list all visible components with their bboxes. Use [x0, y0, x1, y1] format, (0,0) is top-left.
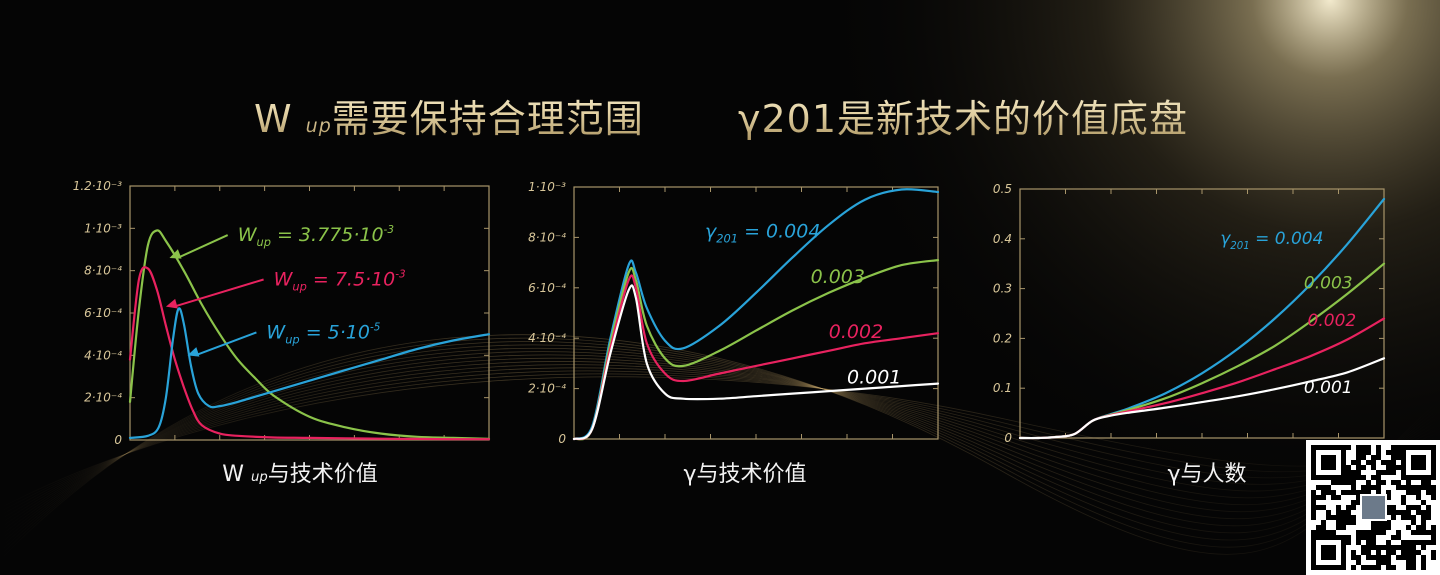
chart-1-ytick-label: 0: [114, 433, 122, 447]
chart-3-series-4-label: 0.001: [1304, 378, 1353, 398]
chart-2-ytick-label: 1·10⁻³: [528, 180, 566, 194]
chart-3-series-4-line: [1018, 357, 1386, 440]
chart-1-ytick-label: 8·10⁻⁴: [84, 264, 122, 278]
chart-2-series-2-line: [572, 259, 940, 441]
chart-1-series-1-line: [128, 229, 491, 440]
chart-2-ytick-label: 0: [558, 432, 566, 446]
chart-1-series-2-line: [128, 266, 491, 441]
chart2-caption: γ与技术价值: [683, 462, 807, 487]
chart-3-ytick-label: 0.5: [993, 182, 1012, 196]
qr-code: [1306, 440, 1440, 575]
chart-1-series-3-arrowhead: [187, 347, 200, 357]
chart-2-series-3-label: 0.002: [829, 321, 883, 343]
chart-1-series-2-label: Wup = 7.5·10-3: [274, 268, 406, 293]
chart-2-series-1-label: γ201 = 0.004: [705, 220, 820, 245]
chart1-caption: W up与技术价值: [222, 462, 378, 487]
chart-1: 0 2·10⁻⁴ 4·10⁻⁴ 6·10⁻⁴ 8·10⁻⁴ 1·10⁻³ 1.2·10⁻³ W…: [73, 179, 491, 447]
chart-1-series-3-label: Wup = 5·10-5: [266, 321, 380, 346]
chart3-caption: γ与人数: [1167, 462, 1247, 487]
chart-3-ytick-label: 0.3: [993, 282, 1012, 296]
chart-2-ytick-label: 2·10⁻⁴: [528, 382, 566, 396]
chart-2-ytick-label: 4·10⁻⁴: [528, 331, 566, 345]
chart-3-ytick-label: 0: [1004, 431, 1012, 445]
chart-1-ytick-label: 1·10⁻³: [84, 221, 122, 235]
chart-3-ytick-label: 0.1: [993, 381, 1012, 395]
chart-3-series-2-label: 0.003: [1304, 274, 1353, 294]
chart-3-ytick-label: 0.2: [993, 331, 1012, 345]
chart-1-ytick-label: 4·10⁻⁴: [84, 348, 122, 362]
chart-2-ytick-label: 8·10⁻⁴: [528, 230, 566, 244]
chart-1-series-2-arrowhead: [165, 298, 178, 309]
chart-1-series-1-label: Wup = 3.775·10-3: [238, 224, 394, 249]
chart-2: 0 2·10⁻⁴ 4·10⁻⁴ 6·10⁻⁴ 8·10⁻⁴ 1·10⁻³ γ201 = 0.…: [528, 180, 940, 446]
chart-1-ytick-label: 1.2·10⁻³: [73, 179, 123, 193]
chart-3-ytick-label: 0.4: [993, 232, 1012, 246]
chart-2-series-3-line: [572, 274, 940, 441]
chart-3-series-1-label: γ201 = 0.004: [1220, 229, 1323, 252]
chart-1-series-1-arrowhead: [169, 249, 182, 259]
chart-1-ytick-label: 6·10⁻⁴: [84, 306, 122, 320]
chart-2-ytick-label: 6·10⁻⁴: [528, 281, 566, 295]
chart-1-series-1-arrow: [177, 234, 229, 259]
chart-3-series-3-label: 0.002: [1308, 311, 1357, 331]
chart-2-series-4-label: 0.001: [847, 367, 901, 389]
chart-1-series-3-line: [128, 307, 491, 439]
chart-2-series-2-label: 0.003: [811, 266, 865, 288]
chart-2-series-1-line: [572, 188, 940, 441]
chart-1-series-2-arrow: [173, 278, 264, 308]
chart-3: 0 0.1 0.2 0.3 0.4 0.5 γ201 = 0.004 0.003 0.002 0.…: [993, 182, 1386, 445]
chart-1-series-3-arrow: [195, 331, 257, 357]
chart-2-series-4-line: [572, 284, 940, 441]
chart-1-ytick-label: 2·10⁻⁴: [84, 391, 122, 405]
headline-right: γ201是新技术的价值底盘: [738, 88, 1188, 143]
